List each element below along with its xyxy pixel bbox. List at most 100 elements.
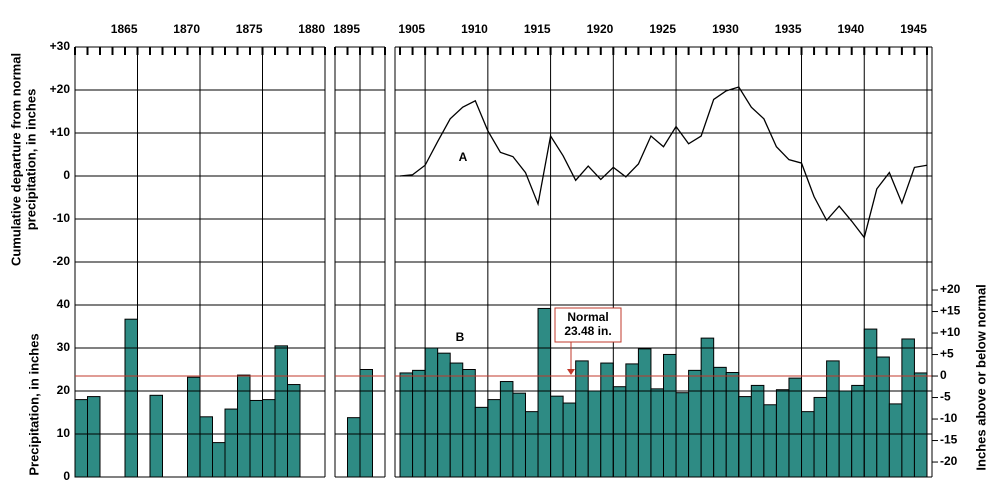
- y2-tick-label: 0: [940, 368, 947, 382]
- x-tick-label: 1945: [900, 22, 927, 36]
- y-tick-label: 30: [57, 340, 71, 354]
- y2-tick-label: -10: [940, 411, 958, 425]
- x-tick-label: 1905: [398, 22, 425, 36]
- bar: [625, 363, 639, 478]
- x-tick-label: 1915: [524, 22, 551, 36]
- bar: [499, 381, 514, 478]
- bar: [487, 399, 501, 478]
- bar: [437, 352, 451, 478]
- bar: [524, 411, 539, 478]
- bar: [562, 402, 577, 478]
- x-tick-label: 1930: [712, 22, 739, 36]
- bar: [262, 399, 276, 478]
- y2-tick-label: +20: [940, 282, 961, 296]
- bar: [199, 416, 213, 478]
- y-axis-title: precipitation, in inches: [23, 89, 38, 231]
- bar: [813, 396, 828, 478]
- y-tick-label: -20: [53, 254, 71, 268]
- bar: [763, 404, 777, 478]
- bar: [124, 318, 138, 478]
- bar: [688, 369, 702, 478]
- bar: [537, 307, 552, 478]
- bar: [359, 369, 373, 478]
- bar: [788, 377, 803, 478]
- departure-line: [399, 86, 928, 239]
- bar: [449, 362, 464, 478]
- bar: [637, 348, 652, 478]
- y-tick-label: -10: [53, 211, 71, 225]
- y-axis-title: Cumulative departure from normal: [8, 53, 23, 266]
- bar: [888, 403, 903, 478]
- bar: [462, 369, 476, 478]
- bar: [224, 408, 238, 478]
- bar: [512, 392, 526, 478]
- bar: [474, 406, 489, 478]
- x-tick-label: 1920: [587, 22, 614, 36]
- y-tick-label: 0: [63, 469, 70, 483]
- bar: [187, 376, 201, 478]
- y2-tick-label: +5: [940, 347, 954, 361]
- x-tick-label: 1875: [236, 22, 263, 36]
- x-tick-label: 1935: [775, 22, 802, 36]
- y-tick-label: 40: [57, 297, 71, 311]
- bar: [424, 347, 439, 478]
- bar: [287, 384, 301, 478]
- normal-arrowhead: [567, 369, 575, 376]
- normal-label: Normal: [567, 310, 608, 324]
- y2-tick-label: +10: [940, 325, 961, 339]
- bar: [725, 372, 740, 478]
- x-tick-label: 1925: [649, 22, 676, 36]
- bar: [876, 356, 890, 478]
- bar: [274, 345, 288, 478]
- bar: [550, 395, 564, 478]
- y-tick-label: +20: [50, 82, 71, 96]
- bar: [750, 384, 765, 478]
- bar: [600, 362, 614, 478]
- bar: [650, 388, 664, 478]
- bar: [612, 386, 627, 478]
- series-label: A: [459, 150, 468, 164]
- x-tick-label: 1940: [838, 22, 865, 36]
- y-tick-label: +10: [50, 125, 71, 139]
- bar: [237, 374, 251, 478]
- x-tick-label: 1870: [173, 22, 200, 36]
- y2-tick-label: +15: [940, 304, 961, 318]
- x-tick-label: 1865: [111, 22, 138, 36]
- y-axis-title: Precipitation, in inches: [26, 333, 41, 475]
- x-tick-label: 1880: [298, 22, 325, 36]
- bar: [913, 372, 928, 478]
- y-tick-label: 20: [57, 383, 71, 397]
- bar: [851, 384, 865, 478]
- bar: [901, 338, 915, 478]
- bar: [347, 417, 361, 478]
- bar: [412, 369, 426, 478]
- bar: [149, 394, 163, 478]
- y2-tick-label: -5: [940, 390, 951, 404]
- y2-axis-title: Inches above or below normal: [973, 284, 988, 470]
- bar: [738, 396, 752, 478]
- y-tick-label: 10: [57, 426, 71, 440]
- bar: [575, 360, 589, 478]
- series-label: B: [456, 330, 465, 344]
- bar: [700, 337, 715, 478]
- y2-tick-label: -15: [940, 433, 958, 447]
- bar: [212, 442, 226, 478]
- bar: [863, 328, 878, 478]
- x-tick-label: 1895: [333, 22, 360, 36]
- bar: [399, 372, 414, 478]
- y-tick-label: 0: [63, 168, 70, 182]
- x-tick-label: 1910: [461, 22, 488, 36]
- bar: [775, 389, 790, 478]
- bar: [74, 399, 88, 478]
- bar: [663, 353, 677, 478]
- y-tick-label: +30: [50, 39, 71, 53]
- normal-box: [554, 307, 622, 343]
- bar: [826, 360, 840, 478]
- bar: [801, 411, 815, 478]
- y2-tick-label: -20: [940, 454, 958, 468]
- bar: [87, 396, 101, 478]
- bar: [713, 366, 727, 478]
- normal-label: 23.48 in.: [564, 324, 611, 338]
- bar: [249, 399, 263, 478]
